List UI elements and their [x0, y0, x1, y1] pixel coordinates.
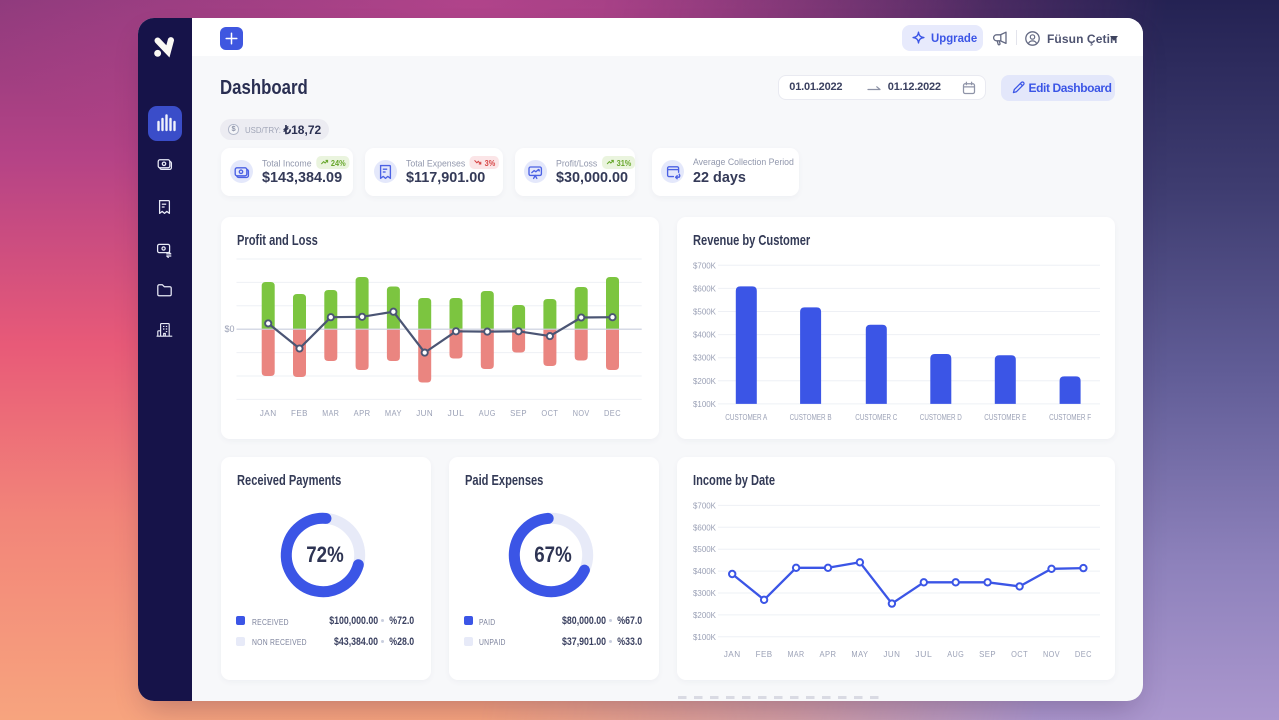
svg-text:OCT: OCT — [1011, 649, 1028, 659]
svg-text:$200K: $200K — [693, 376, 716, 386]
svg-text:$700K: $700K — [693, 260, 716, 270]
svg-text:$600K: $600K — [693, 283, 716, 293]
svg-text:$100K: $100K — [693, 632, 716, 642]
svg-text:MAR: MAR — [787, 649, 804, 659]
svg-text:MAR: MAR — [322, 408, 339, 418]
svg-text:CUSTOMER C: CUSTOMER C — [855, 413, 897, 422]
svg-text:JUL: JUL — [915, 649, 932, 659]
svg-text:$200K: $200K — [693, 610, 716, 620]
svg-text:$400K: $400K — [693, 330, 716, 340]
svg-text:NOV: NOV — [573, 408, 590, 418]
svg-text:APR: APR — [354, 408, 371, 418]
svg-text:CUSTOMER D: CUSTOMER D — [920, 413, 962, 422]
svg-text:$500K: $500K — [693, 544, 716, 554]
svg-text:DEC: DEC — [604, 408, 621, 418]
svg-text:JUL: JUL — [448, 408, 465, 418]
svg-text:MAY: MAY — [851, 649, 868, 659]
svg-text:JUN: JUN — [883, 649, 900, 659]
svg-text:AUG: AUG — [947, 649, 964, 659]
svg-text:$300K: $300K — [693, 588, 716, 598]
svg-text:$700K: $700K — [693, 500, 716, 510]
svg-text:$600K: $600K — [693, 522, 716, 532]
svg-text:OCT: OCT — [541, 408, 558, 418]
svg-text:CUSTOMER F: CUSTOMER F — [1049, 413, 1091, 422]
svg-text:$300K: $300K — [693, 353, 716, 363]
svg-text:CUSTOMER E: CUSTOMER E — [984, 413, 1026, 422]
svg-text:AUG: AUG — [479, 408, 496, 418]
svg-text:MAY: MAY — [385, 408, 402, 418]
svg-text:CUSTOMER B: CUSTOMER B — [789, 413, 831, 422]
svg-text:SEP: SEP — [510, 408, 527, 418]
svg-text:JAN: JAN — [260, 408, 277, 418]
svg-text:APR: APR — [819, 649, 836, 659]
svg-text:DEC: DEC — [1075, 649, 1092, 659]
svg-text:$400K: $400K — [693, 566, 716, 576]
svg-text:SEP: SEP — [979, 649, 996, 659]
svg-text:NOV: NOV — [1043, 649, 1060, 659]
svg-text:JAN: JAN — [723, 649, 740, 659]
svg-text:$0: $0 — [224, 324, 234, 334]
svg-text:JUN: JUN — [416, 408, 433, 418]
svg-text:FEB: FEB — [755, 649, 772, 659]
svg-text:$500K: $500K — [693, 307, 716, 317]
svg-text:FEB: FEB — [291, 408, 308, 418]
svg-text:$100K: $100K — [693, 399, 716, 409]
svg-text:CUSTOMER A: CUSTOMER A — [725, 413, 768, 422]
